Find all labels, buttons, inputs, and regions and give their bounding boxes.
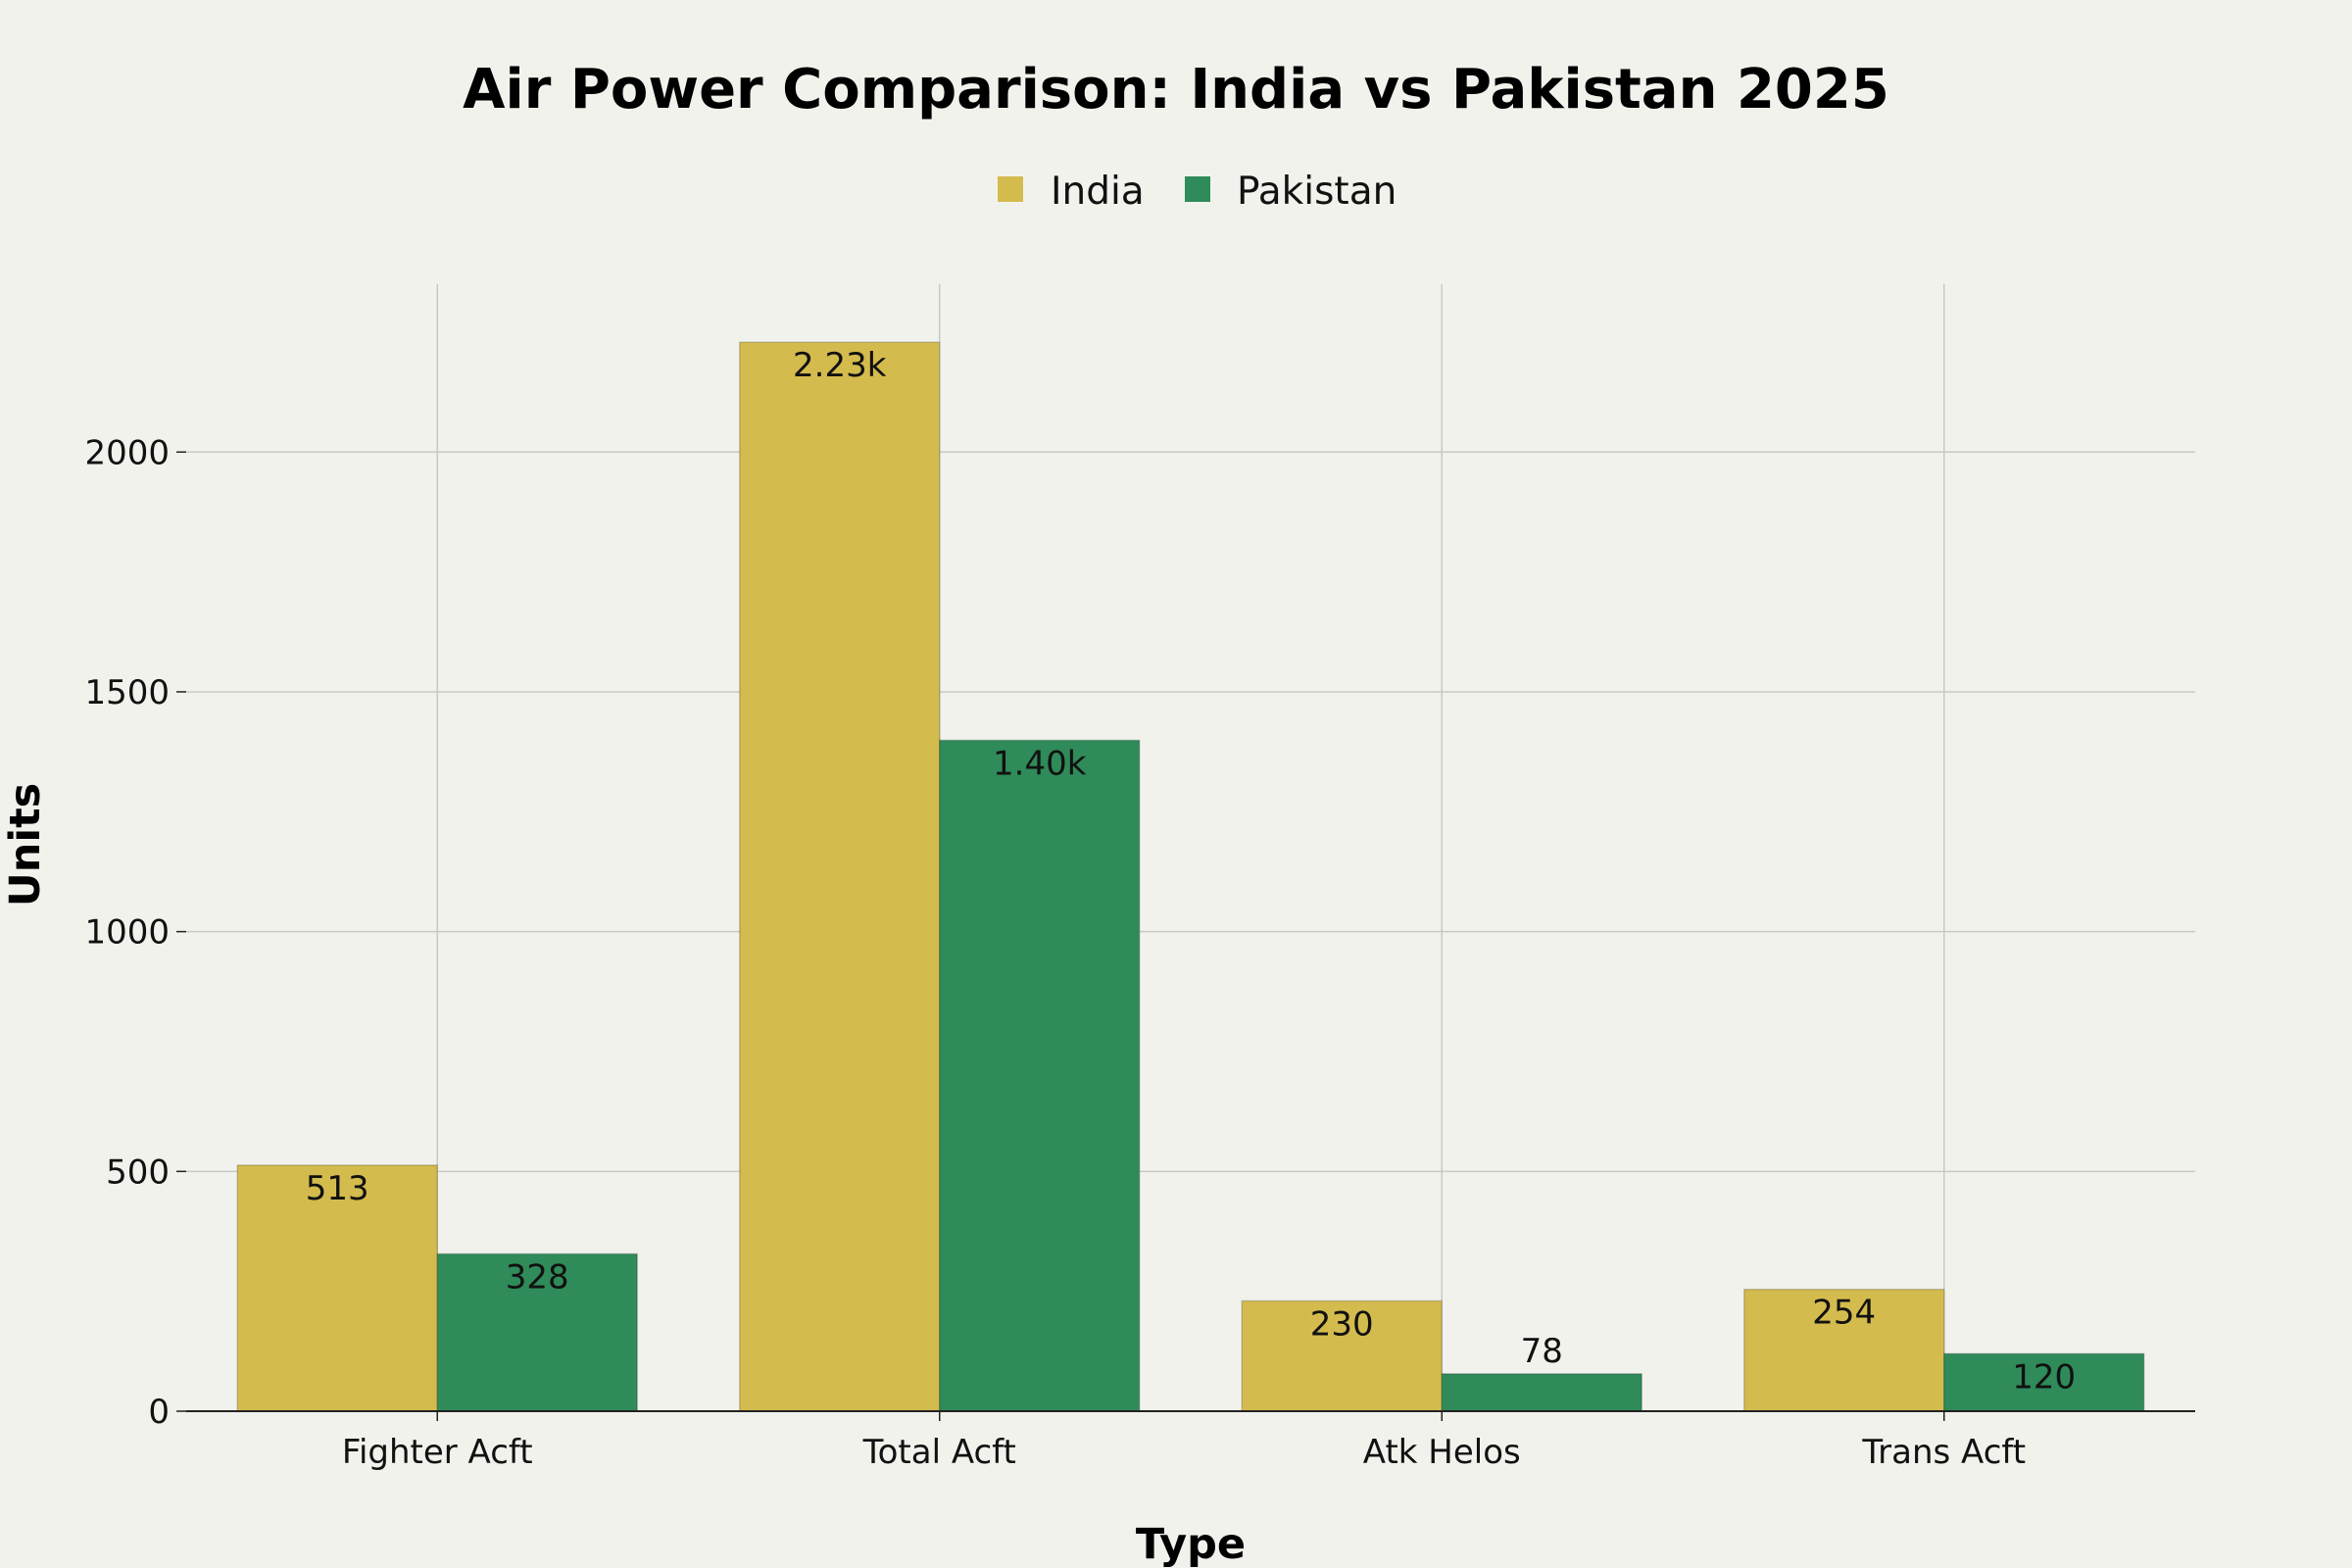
bar-pakistan-total-acft: [939, 739, 1141, 1412]
data-label: 120: [2012, 1357, 2076, 1396]
x-tick-label: Total Acft: [862, 1433, 1016, 1472]
y-tick-label: 1000: [84, 913, 170, 953]
data-label: 230: [1310, 1304, 1374, 1344]
data-label: 2.23k: [793, 346, 887, 385]
data-label: 513: [306, 1169, 369, 1208]
bar-pakistan-trans-acft: [1943, 1352, 2145, 1412]
legend-label-india: India: [1051, 170, 1145, 214]
data-labels: 513 2.23k 230 254 328 1.40k 78 120: [306, 346, 2076, 1396]
legend-swatch-pakistan: [1185, 176, 1210, 202]
axes: 0 500 1000 1500 2000 Fighter Acft Total Acft At…: [84, 433, 2195, 1472]
x-tick-label: Fighter Acft: [342, 1433, 533, 1472]
bar-india-trans-acft: [1743, 1288, 1945, 1412]
bar-india-atk-helos: [1241, 1299, 1443, 1412]
data-label: 328: [506, 1257, 569, 1297]
y-tick-label: 500: [106, 1152, 170, 1192]
bar-pakistan-atk-helos: [1441, 1373, 1642, 1412]
x-tick-label: Atk Helos: [1363, 1433, 1521, 1472]
legend: India Pakistan: [998, 170, 1396, 214]
data-label: 78: [1521, 1332, 1563, 1371]
y-axis-title: Units: [1, 783, 50, 906]
y-tick-label: 1500: [84, 673, 170, 712]
y-tick-label: 0: [148, 1393, 170, 1432]
y-tick-label: 2000: [84, 433, 170, 472]
bar-india-fighter-acft: [236, 1164, 438, 1412]
chart-title: Air Power Comparison: India vs Pakistan …: [463, 58, 1889, 122]
x-tick-label: Trans Acft: [1861, 1433, 2026, 1472]
bar-pakistan-fighter-acft: [436, 1252, 638, 1412]
legend-label-pakistan: Pakistan: [1237, 170, 1396, 214]
x-axis-title: Type: [1136, 1520, 1246, 1568]
data-label: 254: [1812, 1294, 1876, 1333]
legend-swatch-india: [998, 176, 1023, 202]
data-label: 1.40k: [993, 744, 1087, 783]
bar-india-total-acft: [739, 341, 941, 1412]
bars: [236, 341, 2145, 1412]
